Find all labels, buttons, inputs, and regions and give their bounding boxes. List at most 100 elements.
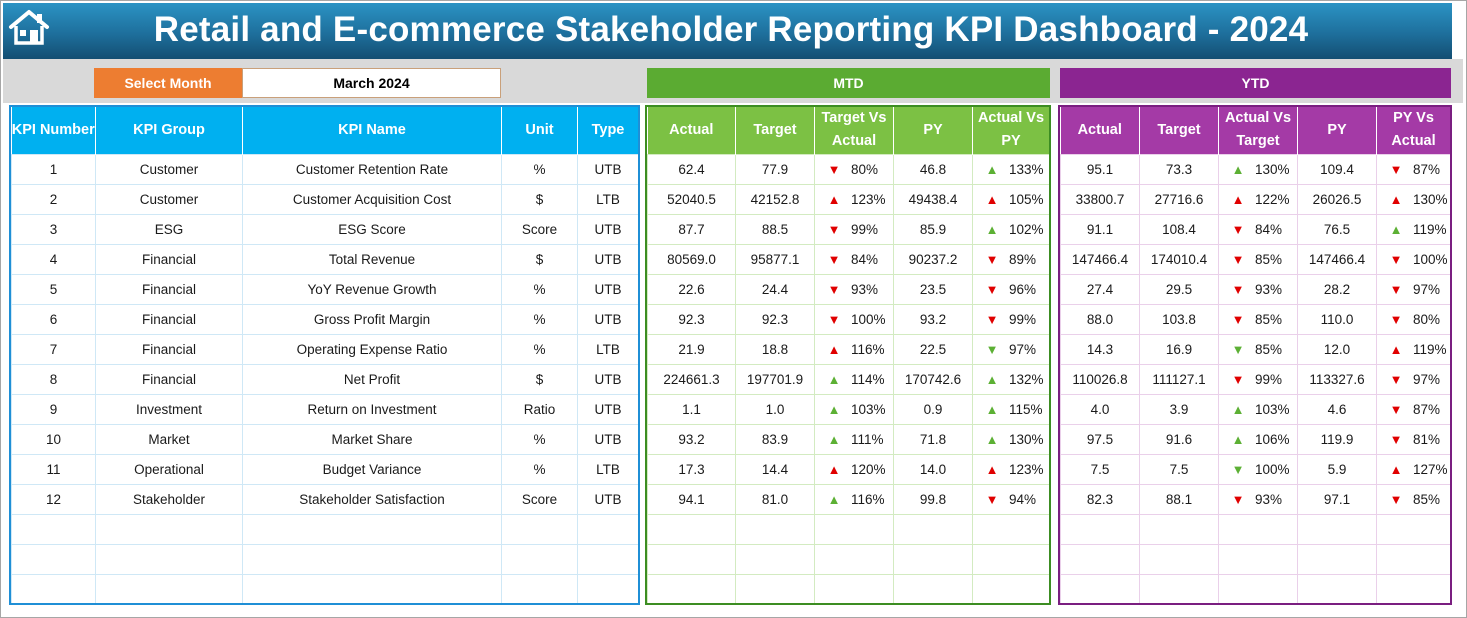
month-select[interactable]: March 2024: [242, 68, 501, 98]
mtd-actual-vs-py: ▼ 96%: [972, 273, 1049, 305]
arrow-down-icon: ▼: [1389, 311, 1403, 327]
table-row[interactable]: 21.9 18.8 ▲ 116% 22.5 ▼ 97%: [647, 333, 1049, 365]
table-row[interactable]: 1 Customer Customer Retention Rate% UTB: [11, 153, 638, 185]
ytd-actual-vs-target: ▲ 103%: [1218, 393, 1298, 425]
table-row[interactable]: 4 Financial Total Revenue $ UTB: [11, 243, 638, 275]
table-row[interactable]: 82.3 88.1 ▼ 93% 97.1 ▼ 85%: [1060, 483, 1450, 515]
mtd-py: 23.5: [893, 273, 973, 305]
table-row[interactable]: 33800.7 27716.6 ▲ 122% 26026.5 ▲ 130%: [1060, 183, 1450, 215]
table-row[interactable]: 27.4 29.5 ▼ 93% 28.2 ▼ 97%: [1060, 273, 1450, 305]
ytd-py-vs-actual-value: 85%: [1413, 491, 1441, 507]
empty-row: [11, 543, 638, 575]
table-row[interactable]: 88.0 103.8 ▼ 85% 110.0 ▼ 80%: [1060, 303, 1450, 335]
kpi-number: 4: [11, 243, 96, 275]
mtd-target-vs-actual: ▲ 103%: [814, 393, 894, 425]
ytd-py: 5.9: [1297, 453, 1377, 485]
mtd-target-vs-actual: ▼ 99%: [814, 213, 894, 245]
ytd-actual: 14.3: [1060, 333, 1140, 365]
table-row[interactable]: 6 Financial Gross Profit Margin% UTB: [11, 303, 638, 335]
arrow-down-icon: ▼: [985, 281, 999, 297]
mtd-actual-vs-py: ▲ 132%: [972, 363, 1049, 395]
ytd-actual-vs-target-value: 103%: [1255, 401, 1290, 417]
table-row[interactable]: 12 Stakeholder Stakeholder Satisfaction Sco…: [11, 483, 638, 515]
kpi-group: Stakeholder: [95, 483, 243, 515]
ytd-py: 109.4: [1297, 153, 1377, 185]
table-row[interactable]: 94.1 81.0 ▲ 116% 99.8 ▼ 94%: [647, 483, 1049, 515]
empty-cell: [95, 573, 243, 603]
table-row[interactable]: 52040.5 42152.8 ▲ 123% 49438.4 ▲ 105%: [647, 183, 1049, 215]
table-row[interactable]: 147466.4 174010.4 ▼ 85% 147466.4 ▼ 100%: [1060, 243, 1450, 275]
empty-cell: [577, 573, 638, 603]
kpi-col-header-4: Type: [577, 107, 638, 154]
empty-cell: [1376, 543, 1450, 575]
table-row[interactable]: 10 Market Market Share% UTB: [11, 423, 638, 455]
mtd-target-vs-actual-value: 80%: [851, 161, 879, 177]
mtd-actual-vs-py: ▼ 94%: [972, 483, 1049, 515]
table-row[interactable]: 110026.8 111127.1 ▼ 99% 113327.6 ▼ 97%: [1060, 363, 1450, 395]
table-row[interactable]: 97.5 91.6 ▲ 106% 119.9 ▼ 81%: [1060, 423, 1450, 455]
arrow-down-icon: ▼: [985, 341, 999, 357]
mtd-target-vs-actual: ▲ 111%: [814, 423, 894, 455]
table-row[interactable]: 7 Financial Operating Expense Ratio% LTB: [11, 333, 638, 365]
table-row[interactable]: 95.1 73.3 ▲ 130% 109.4 ▼ 87%: [1060, 153, 1450, 185]
table-row[interactable]: 4.0 3.9 ▲ 103% 4.6 ▼ 87%: [1060, 393, 1450, 425]
table-row[interactable]: 14.3 16.9 ▼ 85% 12.0 ▲ 119%: [1060, 333, 1450, 365]
table-row[interactable]: 17.3 14.4 ▲ 120% 14.0 ▲ 123%: [647, 453, 1049, 485]
arrow-down-icon: ▼: [985, 311, 999, 327]
ytd-actual-vs-target-value: 84%: [1255, 221, 1283, 237]
arrow-up-icon: ▲: [985, 431, 999, 447]
ytd-actual-vs-target: ▼ 85%: [1218, 303, 1298, 335]
table-row[interactable]: 7.5 7.5 ▼ 100% 5.9 ▲ 127%: [1060, 453, 1450, 485]
ytd-actual: 7.5: [1060, 453, 1140, 485]
kpi-unit: %: [501, 333, 578, 365]
kpi-name: Operating Expense Ratio: [242, 333, 502, 365]
mtd-py: 71.8: [893, 423, 973, 455]
mtd-actual-vs-py: ▲ 123%: [972, 453, 1049, 485]
mtd-target-vs-actual-value: 99%: [851, 221, 879, 237]
arrow-up-icon: ▲: [827, 371, 841, 387]
ytd-py-vs-actual-value: 87%: [1413, 161, 1441, 177]
table-row[interactable]: 62.4 77.9 ▼ 80% 46.8 ▲ 133%: [647, 153, 1049, 185]
table-row[interactable]: 3 ESG ESG Score Score UTB: [11, 213, 638, 245]
empty-row: [647, 513, 1049, 545]
empty-row: [11, 573, 638, 603]
mtd-table: Actual Target Target Vs Actual PY Actual Vs …: [645, 105, 1051, 605]
table-row[interactable]: 93.2 83.9 ▲ 111% 71.8 ▲ 130%: [647, 423, 1049, 455]
kpi-type: UTB: [577, 363, 638, 395]
empty-cell: [501, 513, 578, 545]
mtd-target: 92.3: [735, 303, 815, 335]
mtd-target-vs-actual: ▲ 116%: [814, 333, 894, 365]
table-row[interactable]: 87.7 88.5 ▼ 99% 85.9 ▲ 102%: [647, 213, 1049, 245]
kpi-col-header-1: KPI Group: [95, 107, 243, 154]
table-row[interactable]: 2 Customer Customer Acquisition Cost $ LTB: [11, 183, 638, 215]
table-row[interactable]: 9 Investment Return on Investment Ratio UTB: [11, 393, 638, 425]
table-row[interactable]: 224661.3 197701.9 ▲ 114% 170742.6 ▲ 132%: [647, 363, 1049, 395]
ytd-py-vs-actual: ▲ 119%: [1376, 213, 1450, 245]
ytd-py-vs-actual: ▲ 119%: [1376, 333, 1450, 365]
ytd-actual-vs-target: ▼ 99%: [1218, 363, 1298, 395]
ytd-py: 113327.6: [1297, 363, 1377, 395]
mtd-target: 24.4: [735, 273, 815, 305]
table-row[interactable]: 11 Operational Budget Variance% LTB: [11, 453, 638, 485]
table-row[interactable]: 22.6 24.4 ▼ 93% 23.5 ▼ 96%: [647, 273, 1049, 305]
ytd-actual: 4.0: [1060, 393, 1140, 425]
empty-cell: [242, 513, 502, 545]
table-row[interactable]: 91.1 108.4 ▼ 84% 76.5 ▲ 119%: [1060, 213, 1450, 245]
table-row[interactable]: 5 Financial YoY Revenue Growth% UTB: [11, 273, 638, 305]
arrow-up-icon: ▲: [827, 461, 841, 477]
arrow-up-icon: ▲: [1389, 191, 1403, 207]
table-row[interactable]: 92.3 92.3 ▼ 100% 93.2 ▼ 99%: [647, 303, 1049, 335]
ytd-target: 73.3: [1139, 153, 1219, 185]
ytd-actual-vs-target: ▲ 122%: [1218, 183, 1298, 215]
table-row[interactable]: 1.1 1.0 ▲ 103% 0.9 ▲ 115%: [647, 393, 1049, 425]
table-row[interactable]: 8 Financial Net Profit $ UTB: [11, 363, 638, 395]
empty-cell: [11, 573, 96, 603]
arrow-down-icon: ▼: [1231, 281, 1245, 297]
ytd-target: 91.6: [1139, 423, 1219, 455]
table-row[interactable]: 80569.0 95877.1 ▼ 84% 90237.2 ▼ 89%: [647, 243, 1049, 275]
mtd-actual-vs-py-value: 130%: [1009, 431, 1044, 447]
home-icon[interactable]: [7, 7, 51, 47]
ytd-py-vs-actual: ▲ 130%: [1376, 183, 1450, 215]
arrow-up-icon: ▲: [1231, 401, 1245, 417]
ytd-py-vs-actual-value: 130%: [1413, 191, 1448, 207]
